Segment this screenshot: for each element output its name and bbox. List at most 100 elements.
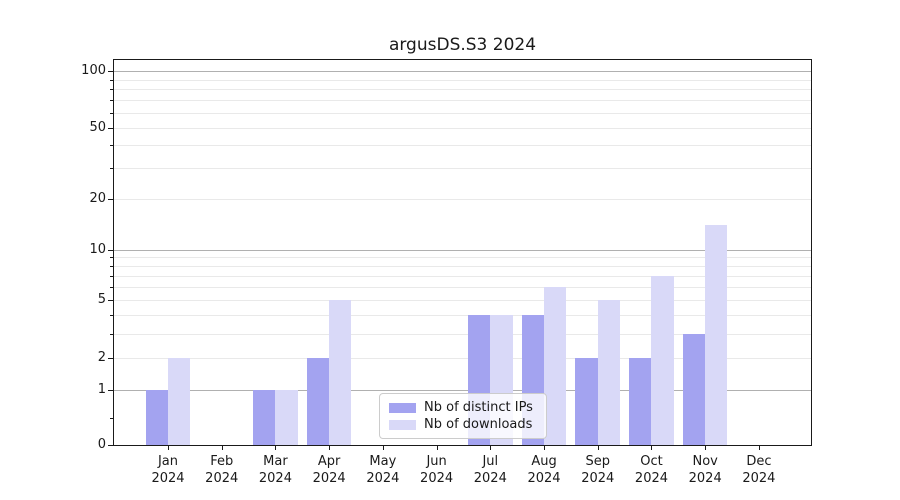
legend-swatch-distinct-ips — [389, 402, 416, 413]
bar-ips-nov — [682, 333, 706, 445]
bar-downloads-jan — [168, 358, 191, 445]
minor-gridline-y-80 — [114, 89, 811, 91]
y-tick-label-0: 0 — [97, 437, 106, 452]
y-minor-tick-3 — [110, 333, 113, 335]
y-minor-tick-70 — [110, 100, 113, 102]
x-month-text: Sep — [585, 454, 610, 469]
x-tick-label-may: May 2024 — [356, 453, 410, 487]
y-minor-tick-60 — [110, 112, 113, 114]
gridline-y-2 — [114, 358, 811, 359]
y-tick-2 — [108, 358, 113, 359]
x-year-text: 2024 — [473, 471, 507, 486]
gridline-y-10 — [114, 249, 811, 251]
y-tick-0 — [108, 445, 113, 446]
y-tick-label-100: 100 — [81, 63, 106, 78]
legend-swatch-downloads — [389, 419, 416, 430]
x-month-text: Feb — [210, 454, 234, 469]
legend-entry-distinct-ips: Nb of distinct IPs — [389, 400, 537, 415]
x-year-text: 2024 — [258, 471, 292, 486]
x-year-text: 2024 — [366, 471, 400, 486]
x-month-text: May — [369, 454, 397, 469]
y-minor-tick-8 — [110, 266, 113, 268]
y-minor-tick-40 — [110, 145, 113, 147]
minor-gridline-y-90 — [114, 79, 811, 81]
x-year-text: 2024 — [581, 471, 615, 486]
x-month-text: Jun — [426, 454, 447, 469]
y-tick-label-1: 1 — [97, 382, 106, 397]
x-tick-label-apr: Apr 2024 — [302, 453, 356, 487]
x-tick-label-dec: Dec 2024 — [732, 453, 786, 487]
y-minor-tick-4 — [110, 315, 113, 317]
y-tick-label-50: 50 — [89, 119, 106, 135]
gridline-y-50 — [114, 127, 811, 129]
minor-gridline-y-30 — [114, 167, 811, 169]
legend-label-distinct-ips: Nb of distinct IPs — [424, 400, 533, 415]
x-tick-label-sep: Sep 2024 — [571, 453, 625, 487]
x-year-text: 2024 — [205, 471, 239, 486]
x-month-text: Dec — [746, 454, 772, 469]
y-tick-1 — [108, 390, 113, 391]
x-tick-may — [382, 445, 384, 450]
minor-gridline-y-7 — [114, 276, 811, 278]
minor-gridline-y-4 — [114, 315, 811, 317]
bar-downloads-apr — [329, 300, 352, 445]
y-tick-100 — [108, 71, 113, 72]
x-tick-jul — [490, 445, 492, 450]
bar-ips-sep — [575, 358, 598, 445]
y-minor-tick-9 — [110, 257, 113, 259]
bar-downloads-oct — [651, 276, 674, 445]
minor-gridline-y-8 — [114, 266, 811, 268]
x-year-text: 2024 — [312, 471, 346, 486]
x-month-text: Apr — [317, 454, 341, 469]
x-year-text: 2024 — [688, 471, 722, 486]
x-tick-feb — [221, 445, 223, 450]
x-tick-label-jan: Jan 2024 — [141, 453, 195, 487]
x-year-text: 2024 — [634, 471, 669, 486]
x-tick-jun — [436, 445, 438, 450]
x-tick-nov — [705, 445, 707, 450]
x-tick-aug — [544, 445, 546, 450]
x-month-text: Mar — [263, 454, 288, 469]
bar-ips-mar — [253, 390, 276, 445]
bar-ips-oct — [629, 358, 652, 445]
y-minor-tick-90 — [110, 79, 113, 81]
bar-downloads-aug — [544, 287, 567, 445]
bar-downloads-nov — [705, 225, 728, 445]
bar-downloads-sep — [597, 300, 621, 445]
x-tick-mar — [275, 445, 277, 450]
gridline-y-1 — [114, 390, 811, 391]
x-tick-label-aug: Aug 2024 — [517, 453, 571, 487]
x-month-text: Aug — [531, 454, 557, 469]
gridline-y-100 — [114, 71, 811, 72]
y-minor-tick-7 — [110, 276, 113, 278]
x-tick-label-jun: Jun 2024 — [410, 453, 464, 487]
x-year-text: 2024 — [527, 471, 561, 486]
gridline-y-20 — [114, 199, 811, 200]
y-tick-20 — [108, 199, 113, 200]
x-tick-apr — [329, 445, 331, 450]
legend-label-downloads: Nb of downloads — [424, 417, 533, 432]
x-tick-label-mar: Mar 2024 — [248, 453, 302, 487]
minor-gridline-y-60 — [114, 112, 811, 114]
x-year-text: 2024 — [742, 471, 776, 486]
y-tick-label-5: 5 — [97, 292, 106, 307]
chart-title: argusDS.S3 2024 — [388, 35, 537, 55]
x-month-text: Nov — [692, 454, 718, 469]
y-tick-label-10: 10 — [89, 241, 106, 257]
gridline-y-5 — [114, 300, 811, 301]
x-tick-label-feb: Feb 2024 — [195, 453, 249, 487]
x-year-text: 2024 — [151, 471, 185, 486]
minor-gridline-y-9 — [114, 257, 811, 259]
x-tick-oct — [651, 445, 653, 450]
x-tick-jan — [168, 445, 169, 450]
y-tick-10 — [108, 249, 113, 251]
x-tick-dec — [758, 445, 760, 450]
minor-gridline-y-70 — [114, 100, 811, 102]
minor-gridline-y-6 — [114, 287, 811, 289]
x-month-text: Jan — [157, 454, 179, 469]
y-tick-label-2: 2 — [97, 350, 106, 365]
y-tick-50 — [108, 127, 113, 129]
y-tick-label-20: 20 — [89, 191, 106, 206]
x-month-text: Jul — [482, 454, 499, 469]
